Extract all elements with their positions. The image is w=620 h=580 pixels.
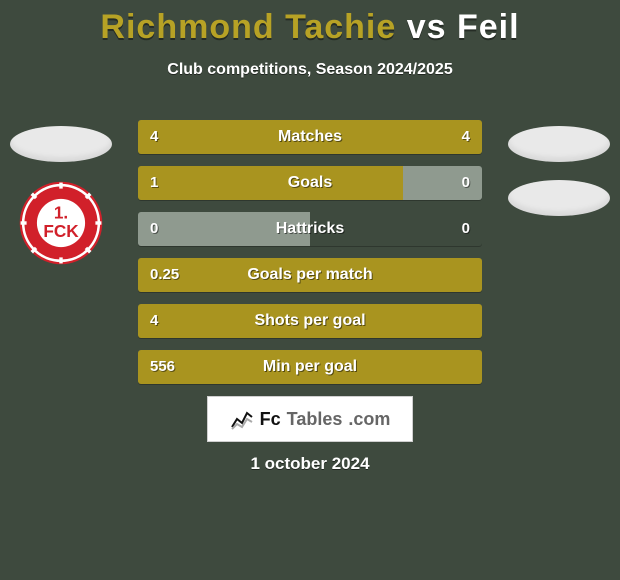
branding-fc: Fc [260, 409, 281, 430]
branding-dotcom: .com [348, 409, 390, 430]
player-b-column [504, 118, 614, 234]
comparison-row: 4Shots per goal [138, 304, 482, 338]
svg-text:FCK: FCK [43, 221, 79, 241]
comparison-row: 556Min per goal [138, 350, 482, 384]
comparison-row: 10Goals [138, 166, 482, 200]
player-a-column: 1. FCK [6, 118, 116, 266]
player-a-name: Richmond Tachie [100, 8, 396, 46]
player-b-name: Feil [457, 8, 520, 46]
svg-text:1.: 1. [54, 203, 68, 223]
comparison-row: 44Matches [138, 120, 482, 154]
player-a-photo-placeholder [10, 126, 112, 162]
subtitle: Club competitions, Season 2024/2025 [0, 61, 620, 79]
metric-label: Min per goal [138, 350, 482, 384]
metric-label: Goals per match [138, 258, 482, 292]
page-title: Richmond Tachie vs Feil [0, 0, 620, 47]
branding-tables: Tables [287, 409, 343, 430]
comparison-row: 00Hattricks [138, 212, 482, 246]
kaiserslautern-badge-icon: 1. FCK [18, 180, 104, 266]
metric-label: Goals [138, 166, 482, 200]
fctables-logo-icon [230, 407, 254, 431]
comparison-row: 0.25Goals per match [138, 258, 482, 292]
title-vs: vs [407, 8, 447, 46]
metric-label: Hattricks [138, 212, 482, 246]
player-b-club-badge-placeholder [508, 180, 610, 216]
comparison-rows: 44Matches 10Goals 00Hattricks 0.25Goals per… [138, 120, 482, 396]
player-b-photo-placeholder [508, 126, 610, 162]
metric-label: Shots per goal [138, 304, 482, 338]
player-a-club-badge: 1. FCK [18, 180, 104, 266]
metric-label: Matches [138, 120, 482, 154]
branding-badge: Fc Tables.com [207, 396, 413, 442]
snapshot-date: 1 october 2024 [0, 454, 620, 474]
